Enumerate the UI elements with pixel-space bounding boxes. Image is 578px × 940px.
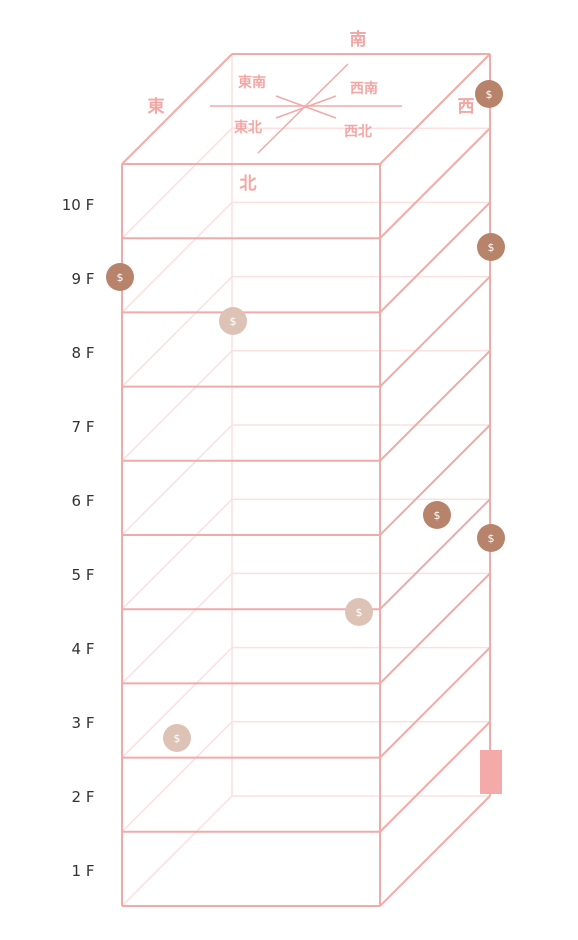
svg-text:$: $ <box>488 241 495 254</box>
slab-back-depth-line <box>121 498 233 610</box>
svg-text:$: $ <box>356 606 363 619</box>
floor-label-1: 1 F <box>72 862 95 880</box>
floor-labels: 10 F 9 F 8 F 7 F 6 F 5 F 4 F 3 F 2 F 1 F <box>62 196 95 880</box>
slab-right-depth-line <box>379 646 491 759</box>
slab-right-depth-line <box>379 721 491 833</box>
slab-right-depth-line <box>379 424 491 536</box>
svg-text:$: $ <box>488 532 495 545</box>
compass-label-west: 西 <box>458 97 475 117</box>
slab-right-depth-line <box>379 275 491 388</box>
floor-label-5: 5 F <box>72 566 95 584</box>
svg-text:$: $ <box>174 732 181 745</box>
svg-text:$: $ <box>486 88 493 101</box>
slab-right-depth-line <box>379 201 491 314</box>
compass-label-south: 南 <box>350 29 367 50</box>
coin-icon[interactable]: $ <box>423 501 451 529</box>
floor-label-2: 2 F <box>72 788 95 806</box>
floor-label-6: 6 F <box>72 492 95 510</box>
floor-label-4: 4 F <box>72 640 95 658</box>
slab-back-depth-line <box>121 201 233 313</box>
slab-right-depth-line <box>379 127 491 239</box>
svg-text:$: $ <box>230 315 237 328</box>
entrance-marker <box>480 750 502 794</box>
slab-back-depth-line <box>121 647 233 759</box>
slab-right-depth-line <box>379 572 491 685</box>
compass-label-north: 北 <box>240 174 257 194</box>
floor-label-10: 10 F <box>62 196 94 214</box>
compass-label-southeast: 東南 <box>238 74 266 91</box>
floor-label-3: 3 F <box>72 714 95 732</box>
slab-back-depth-line <box>121 424 233 536</box>
slab-back-depth-line <box>121 795 233 907</box>
compass-label-east: 東 <box>148 96 165 117</box>
svg-text:$: $ <box>434 509 441 522</box>
coin-icon[interactable]: $ <box>477 524 505 552</box>
roof-left-edge <box>121 53 233 165</box>
floor-slabs <box>122 53 491 907</box>
coin-icon[interactable]: $ <box>345 598 373 626</box>
slab-right-depth-line <box>379 53 491 165</box>
svg-text:$: $ <box>117 271 124 284</box>
slab-back-depth-line <box>121 127 233 239</box>
compass-lines <box>210 63 402 154</box>
floor-label-8: 8 F <box>72 344 95 362</box>
coin-icon[interactable]: $ <box>477 233 505 261</box>
slab-right-depth-line <box>379 350 491 462</box>
compass-label-southwest: 西南 <box>350 80 378 97</box>
floor-label-9: 9 F <box>72 270 95 288</box>
coin-icon[interactable]: $ <box>475 80 503 108</box>
slab-back-depth-line <box>121 572 233 684</box>
slab-right-depth-line <box>379 795 491 907</box>
slab-right-depth-line <box>379 498 491 610</box>
coin-icon[interactable]: $ <box>219 307 247 335</box>
compass-label-northwest: 西北 <box>344 124 372 140</box>
slab-back-depth-line <box>121 350 233 462</box>
coin-icon[interactable]: $ <box>163 724 191 752</box>
building-back-edges <box>121 53 490 907</box>
floor-label-7: 7 F <box>72 418 95 436</box>
coin-markers: $ $ $ $ $ $ $ $ <box>106 80 505 752</box>
coin-icon[interactable]: $ <box>106 263 134 291</box>
slab-back-depth-line <box>121 276 233 388</box>
slab-back-depth-line <box>121 721 233 833</box>
compass-diagonal-line-b <box>275 95 337 119</box>
compass-label-northeast: 東北 <box>234 119 262 136</box>
